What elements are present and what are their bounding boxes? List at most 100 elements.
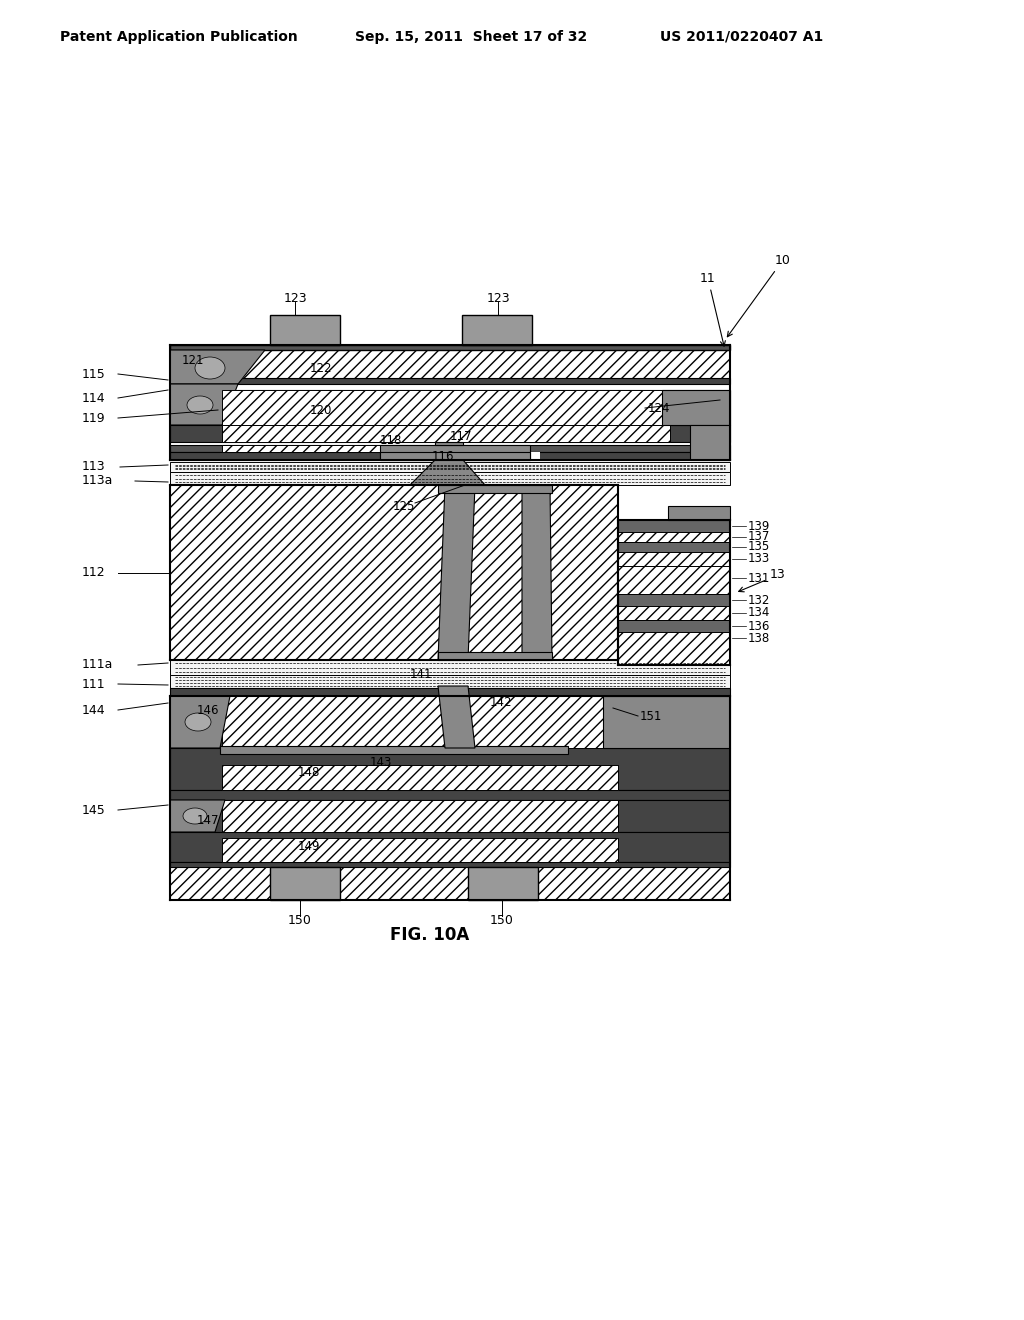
Text: 139: 139 [748, 520, 770, 532]
Text: 123: 123 [284, 292, 307, 305]
Text: 148: 148 [298, 767, 321, 780]
Text: 144: 144 [82, 704, 105, 717]
Text: 132: 132 [748, 594, 770, 606]
Text: 116: 116 [432, 450, 455, 462]
Text: 111a: 111a [82, 659, 114, 672]
Text: 13: 13 [738, 569, 785, 591]
Polygon shape [170, 350, 265, 384]
Bar [270, 315, 340, 345]
Bar [462, 315, 532, 345]
Bar [170, 675, 730, 688]
Text: 138: 138 [748, 631, 770, 644]
Bar [618, 566, 730, 594]
Bar [170, 660, 730, 675]
Bar [170, 862, 730, 867]
Bar [170, 462, 730, 473]
Text: 134: 134 [748, 606, 770, 619]
Bar [435, 442, 463, 445]
Text: 117: 117 [450, 429, 472, 442]
Text: 135: 135 [748, 540, 770, 553]
Bar [170, 867, 730, 900]
Text: 141: 141 [410, 668, 432, 681]
Bar [222, 766, 618, 789]
Bar [170, 350, 730, 378]
Bar [170, 748, 730, 789]
Text: 113a: 113a [82, 474, 114, 487]
Ellipse shape [195, 356, 225, 379]
Text: 149: 149 [298, 840, 321, 853]
Bar [618, 552, 730, 566]
Text: 125: 125 [393, 500, 416, 513]
Bar [170, 832, 730, 862]
Text: 121: 121 [182, 354, 205, 367]
Text: 122: 122 [310, 362, 333, 375]
Bar [170, 425, 730, 442]
Bar [618, 620, 730, 632]
Text: 11: 11 [700, 272, 725, 346]
Bar [170, 789, 730, 800]
Bar [170, 696, 618, 748]
Text: 147: 147 [197, 813, 219, 826]
Bar [618, 594, 730, 606]
Text: 151: 151 [640, 710, 663, 722]
Text: 143: 143 [370, 755, 392, 768]
Text: 133: 133 [748, 553, 770, 565]
Text: 150: 150 [490, 913, 514, 927]
Bar [618, 543, 730, 552]
Polygon shape [170, 384, 238, 425]
Bar [220, 746, 568, 754]
Polygon shape [170, 800, 225, 832]
Bar [618, 520, 730, 532]
Bar [222, 696, 618, 748]
Text: FIG. 10A: FIG. 10A [390, 927, 470, 944]
Bar [222, 838, 618, 862]
Bar [222, 800, 618, 832]
Bar [222, 696, 618, 748]
Bar [170, 473, 730, 484]
Bar [438, 652, 552, 660]
Bar [668, 506, 730, 520]
Text: 119: 119 [82, 412, 105, 425]
Text: 114: 114 [82, 392, 105, 404]
Text: 111: 111 [82, 677, 105, 690]
Bar [170, 484, 618, 660]
Bar [170, 345, 730, 350]
Bar [603, 696, 730, 748]
Text: 115: 115 [82, 367, 105, 380]
Bar [618, 532, 730, 543]
Text: 124: 124 [648, 401, 671, 414]
Bar [222, 445, 380, 451]
Text: 10: 10 [727, 253, 791, 337]
Text: 120: 120 [310, 404, 333, 417]
Ellipse shape [187, 396, 213, 414]
Bar [618, 606, 730, 620]
Text: 137: 137 [748, 531, 770, 544]
Polygon shape [522, 484, 552, 660]
Text: 142: 142 [490, 697, 512, 710]
Bar [222, 425, 670, 442]
Text: 146: 146 [197, 704, 219, 717]
Text: 145: 145 [82, 804, 105, 817]
Polygon shape [170, 696, 230, 748]
Text: 131: 131 [748, 572, 770, 585]
Polygon shape [438, 686, 475, 748]
Bar [170, 445, 730, 451]
Text: Sep. 15, 2011  Sheet 17 of 32: Sep. 15, 2011 Sheet 17 of 32 [355, 30, 587, 44]
Text: 150: 150 [288, 913, 312, 927]
Ellipse shape [183, 808, 207, 824]
Bar [690, 425, 730, 459]
Bar [618, 632, 730, 665]
Text: 136: 136 [748, 619, 770, 632]
Bar [662, 389, 730, 425]
Ellipse shape [185, 713, 211, 731]
Bar [222, 389, 670, 425]
Polygon shape [438, 484, 475, 660]
Bar [170, 378, 730, 384]
Text: US 2011/0220407 A1: US 2011/0220407 A1 [660, 30, 823, 44]
Text: Patent Application Publication: Patent Application Publication [60, 30, 298, 44]
Bar [170, 451, 730, 459]
Bar [468, 867, 538, 900]
Text: 123: 123 [486, 292, 510, 305]
Text: 113: 113 [82, 461, 105, 474]
Bar [380, 451, 530, 459]
